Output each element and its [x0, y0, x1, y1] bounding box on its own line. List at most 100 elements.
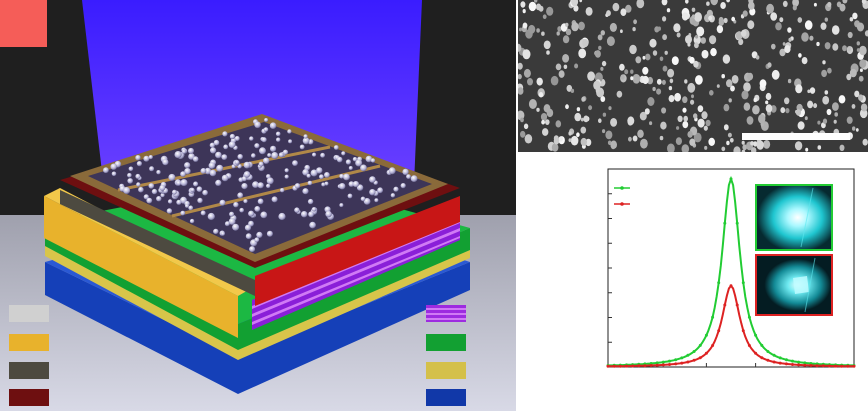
- sem-particle: [859, 68, 863, 72]
- nanowire-dot: [172, 189, 177, 195]
- nanowire-dot: [254, 237, 260, 243]
- series-point-1: [784, 362, 788, 366]
- panel-tag: [0, 0, 47, 47]
- series-point-1: [846, 364, 850, 368]
- layer-gold: [44, 196, 238, 338]
- sem-particle: [752, 105, 760, 115]
- sem-particle: [718, 16, 724, 23]
- nanowire-dot: [176, 199, 182, 205]
- sem-particle: [779, 48, 786, 57]
- sem-particle: [666, 8, 671, 13]
- nanowire-dot: [237, 192, 244, 199]
- sem-particle: [756, 140, 764, 150]
- nanowire-dot: [270, 145, 277, 152]
- sem-particle: [742, 10, 748, 17]
- series-point-1: [821, 364, 825, 368]
- sem-particle: [723, 17, 728, 24]
- series-point-1: [674, 362, 678, 366]
- sem-particle: [842, 45, 847, 52]
- nanowire-dot: [356, 184, 364, 191]
- nanowire-dot: [228, 141, 236, 149]
- nanowire-dot: [229, 133, 235, 140]
- sem-particle: [838, 95, 846, 104]
- sem-particle: [785, 108, 790, 114]
- sem-particle: [652, 50, 658, 56]
- sem-particle: [849, 17, 854, 22]
- nanowire-dot: [319, 174, 324, 180]
- sem-particle: [697, 118, 705, 128]
- nanowire-dot: [249, 246, 256, 253]
- sem-particle: [759, 79, 767, 88]
- sem-particle: [662, 16, 667, 22]
- sem-particle: [620, 74, 625, 80]
- sem-particle: [695, 34, 699, 39]
- sem-particle: [726, 79, 733, 88]
- nanowire-dot: [111, 171, 117, 177]
- sem-particle: [852, 12, 858, 20]
- sem-particle: [546, 6, 554, 16]
- sem-particle: [723, 124, 729, 131]
- sem-particle: [742, 144, 747, 151]
- nanowire-dot: [365, 155, 373, 163]
- sem-particle: [557, 26, 562, 32]
- nanowire-dot: [237, 154, 243, 160]
- nanowire-dot: [127, 178, 133, 184]
- sem-particle: [766, 3, 774, 14]
- nanowire-dot: [339, 203, 344, 208]
- nanowire-dot: [248, 210, 255, 217]
- series-point-0: [760, 343, 764, 347]
- sem-particle: [862, 138, 868, 146]
- sem-particle: [687, 131, 693, 138]
- sem-particle: [709, 90, 714, 96]
- sem-particle: [822, 118, 828, 124]
- sem-particle: [671, 56, 679, 65]
- sem-particle: [601, 60, 607, 67]
- nanowire-dot: [393, 186, 399, 192]
- sem-particle: [635, 56, 642, 64]
- nanowire-dot: [266, 183, 271, 189]
- sem-particle: [578, 21, 585, 31]
- series-point-1: [760, 356, 764, 360]
- nanowire-dots: [103, 118, 418, 253]
- sem-particle: [566, 84, 573, 92]
- sem-particle: [716, 84, 720, 88]
- sem-particle: [697, 105, 704, 113]
- sem-particle: [788, 37, 792, 42]
- nanowire-dot: [339, 183, 346, 190]
- nanowire-dot: [292, 160, 298, 167]
- sem-particle: [743, 102, 751, 111]
- sem-particle: [729, 138, 734, 143]
- nanowire-dot: [162, 159, 169, 166]
- nanowire-dot: [228, 218, 236, 225]
- series-point-0: [704, 333, 708, 337]
- sem-particle: [804, 20, 813, 30]
- sem-particle: [798, 53, 802, 58]
- nanowire-dot: [210, 147, 217, 154]
- sem-particle: [580, 137, 587, 146]
- sem-particle: [625, 4, 632, 13]
- sem-particle: [624, 69, 629, 75]
- series-point-1: [735, 303, 739, 307]
- sem-particle: [528, 24, 536, 34]
- sem-particle: [795, 84, 803, 94]
- series-point-1: [815, 364, 819, 368]
- nanowire-dot: [269, 122, 277, 129]
- nanowire-dot: [324, 172, 330, 178]
- nanowire-dot: [320, 152, 325, 158]
- sem-particle: [771, 43, 776, 50]
- series-point-0: [717, 281, 721, 285]
- nanowire-dot: [280, 188, 285, 193]
- sem-particle: [598, 118, 602, 123]
- sem-particle: [565, 104, 569, 110]
- nanowire-dot: [345, 159, 351, 165]
- sem-particle: [851, 104, 856, 109]
- sem-particle: [523, 123, 529, 130]
- layer-red: [255, 196, 460, 306]
- emission-spectrum-chart: [518, 155, 868, 411]
- sem-particle: [574, 63, 579, 69]
- sem-particle: [694, 12, 702, 22]
- nanowire-dot: [160, 193, 165, 198]
- sem-particle: [709, 35, 717, 45]
- series-point-0: [797, 360, 801, 364]
- sem-particle: [834, 112, 838, 117]
